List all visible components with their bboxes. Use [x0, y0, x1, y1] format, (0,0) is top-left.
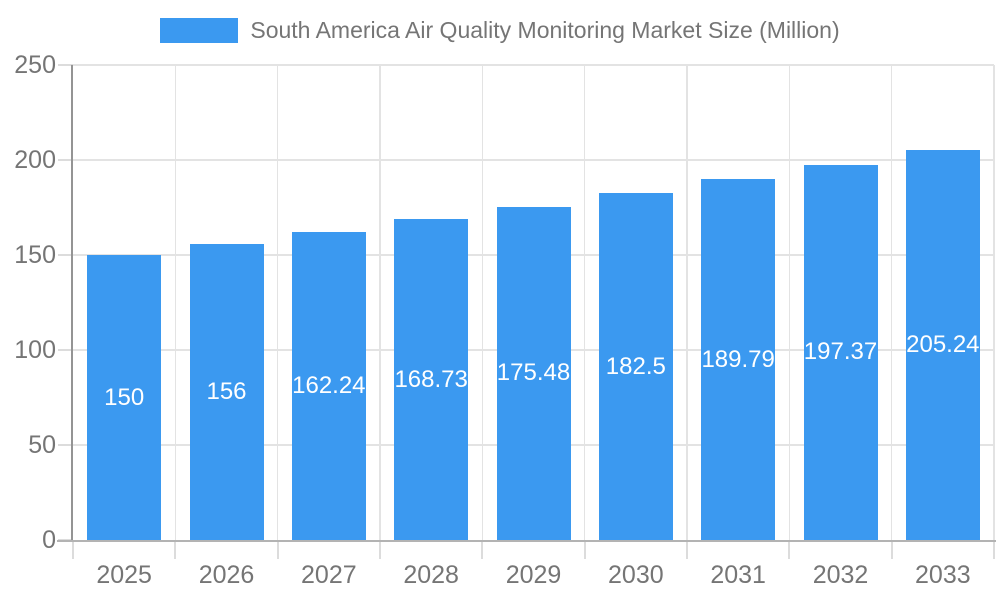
y-axis-label: 200: [14, 146, 56, 174]
x-gridline: [890, 65, 893, 540]
bar-2027[interactable]: [291, 231, 366, 540]
x-axis-label: 2031: [710, 561, 766, 589]
y-axis-tick: [58, 254, 73, 256]
x-axis-line: [57, 540, 996, 542]
x-axis-label: 2030: [608, 561, 664, 589]
y-axis-tick: [58, 349, 73, 351]
legend[interactable]: South America Air Quality Monitoring Mar…: [0, 17, 1000, 44]
x-axis-tick: [890, 542, 893, 559]
x-axis-label: 2025: [96, 561, 152, 589]
bar-2026[interactable]: [189, 243, 264, 540]
y-axis-tick: [58, 159, 73, 161]
bar-2025[interactable]: [87, 255, 162, 540]
x-axis-tick: [72, 542, 74, 559]
x-gridline: [174, 65, 177, 540]
x-axis-label: 2026: [198, 561, 255, 589]
legend-swatch: [160, 18, 239, 43]
y-axis-label: 150: [14, 241, 56, 269]
bar-2031[interactable]: [701, 179, 776, 540]
x-axis-tick: [993, 542, 995, 559]
x-gridline: [379, 65, 381, 540]
bar-2033[interactable]: [905, 150, 980, 540]
bar-2028[interactable]: [394, 219, 469, 540]
y-axis-label: 100: [14, 336, 56, 364]
x-axis-label: 2032: [812, 561, 869, 589]
y-axis-label: 50: [28, 431, 56, 459]
x-axis-tick: [276, 542, 279, 559]
y-gridline: [73, 159, 994, 161]
x-axis-label: 2033: [915, 561, 971, 589]
x-gridline: [583, 65, 586, 540]
x-gridline: [788, 65, 791, 540]
legend-label: South America Air Quality Monitoring Mar…: [250, 17, 840, 43]
x-axis-tick: [379, 542, 381, 559]
x-axis-label: 2027: [301, 561, 357, 589]
x-gridline: [993, 65, 995, 540]
bar-2030[interactable]: [598, 193, 673, 540]
x-axis-tick: [788, 542, 791, 559]
y-axis-tick: [58, 444, 73, 446]
x-axis-label: 2028: [403, 561, 459, 589]
x-axis-label: 2029: [505, 561, 562, 589]
x-gridline: [481, 65, 484, 540]
x-gridline: [686, 65, 688, 540]
y-axis-label: 250: [14, 51, 56, 79]
x-axis-tick: [174, 542, 177, 559]
bar-2029[interactable]: [496, 206, 571, 540]
x-axis-tick: [481, 542, 484, 559]
bar-2032[interactable]: [803, 164, 878, 540]
x-axis-tick: [583, 542, 586, 559]
y-axis-tick: [58, 64, 73, 66]
x-gridline: [276, 65, 279, 540]
y-axis-label: 0: [42, 526, 56, 554]
y-axis-line: [71, 65, 73, 542]
y-gridline: [73, 64, 994, 66]
x-axis-tick: [686, 542, 688, 559]
